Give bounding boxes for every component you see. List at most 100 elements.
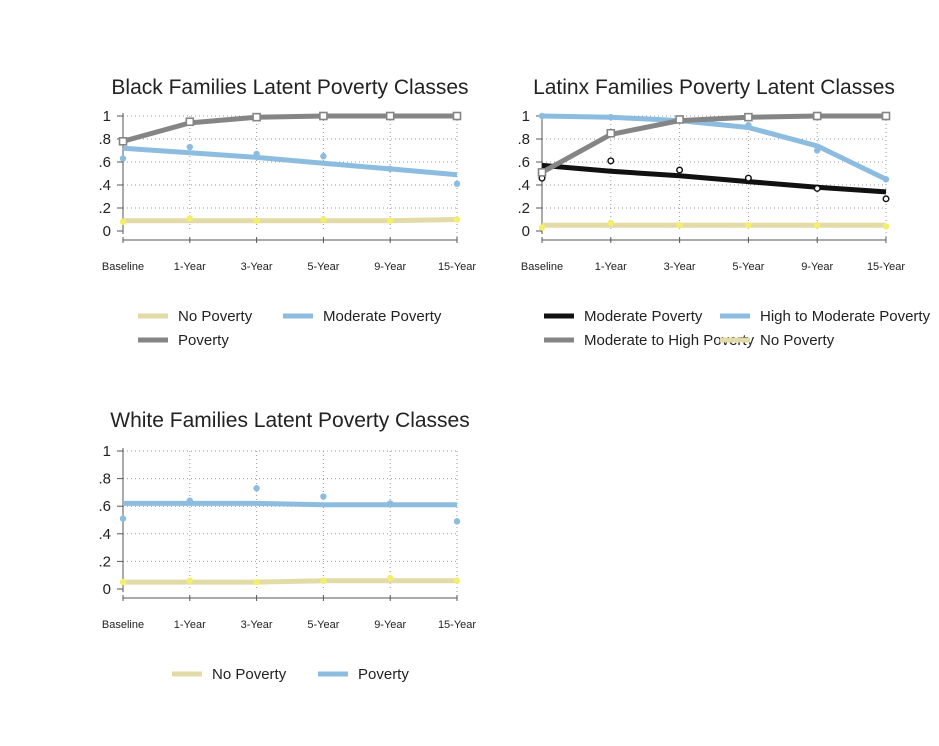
legend-entry: No Poverty [172,666,287,683]
legend-label: High to Moderate Poverty [760,308,931,325]
legend-label: Moderate Poverty [584,308,703,325]
chart-panel: White Families Latent Poverty Classes 0 .2… [98,409,476,683]
legend-label: No Poverty [760,332,835,349]
x-tick-label: 9-Year [801,261,833,273]
x-tick-label: 5-Year [307,261,339,273]
data-point [814,147,821,154]
series-line [123,578,457,585]
series-line [123,500,457,508]
y-tick-label: .4 [98,526,111,543]
series-line [122,113,457,144]
data-point [744,112,753,122]
y-tick-label: .8 [98,471,111,488]
series-line [541,162,887,195]
x-tick-label: 3-Year [664,261,696,273]
x-tick-label: 1-Year [174,261,206,273]
y-tick-label: 1 [103,443,111,460]
x-tick-label: 3-Year [241,619,273,631]
data-point [186,143,193,151]
chart-panel: Latinx Families Poverty Latent Classes 0.… [517,76,930,349]
y-tick-label: 0 [103,223,111,240]
y-tick-label: 0 [522,223,530,240]
x-tick-label: 15-Year [438,261,476,273]
data-point [185,117,195,127]
data-point [452,111,462,121]
data-point [453,518,461,525]
legend-entry: No Poverty [138,308,253,325]
series-line [122,145,458,178]
data-point [882,195,890,203]
legend-label: No Poverty [212,666,287,683]
data-point [882,223,890,230]
data-point [387,217,394,224]
data-point [119,218,127,225]
legend-label: Moderate Poverty [323,308,442,325]
data-point [186,215,193,222]
data-point [387,500,394,507]
data-point [253,217,260,224]
data-point [745,122,752,129]
legend-entry: Moderate Poverty [283,308,442,325]
y-tick-label: 1 [522,108,530,125]
x-tick-label: 15-Year [438,619,476,631]
data-point [607,113,614,121]
legend-entry: Poverty [318,666,409,683]
y-tick-label: 1 [103,108,111,125]
x-tick-label: 5-Year [307,619,339,631]
data-point [812,111,822,121]
x-tick-label: 9-Year [374,261,406,273]
y-tick-label: .6 [98,498,111,515]
data-point [676,166,684,174]
data-point [320,153,327,160]
y-tick-label: .2 [98,553,111,570]
series-line [541,113,888,182]
data-point [119,155,127,162]
x-tick-label: Baseline [102,619,144,631]
data-point [675,115,684,124]
data-point [744,174,752,182]
data-point [453,216,461,223]
x-tick-label: 15-Year [867,261,905,273]
data-point [186,577,193,584]
x-tick-label: 9-Year [374,619,406,631]
data-point [387,574,394,582]
y-tick-label: .6 [517,154,530,171]
series-line [540,113,886,175]
data-point [385,111,395,121]
data-point [607,219,614,227]
y-tick-label: .8 [98,131,111,148]
x-tick-label: 5-Year [732,261,764,273]
chart-title: Latinx Families Poverty Latent Classes [533,76,895,99]
x-tick-label: 1-Year [174,619,206,631]
data-point [320,216,327,223]
legend-label: Moderate to High Poverty [584,332,755,349]
data-point [607,157,615,165]
data-point [814,222,821,229]
data-point [537,168,547,177]
data-point [387,165,394,173]
data-point [538,224,546,231]
data-point [538,112,546,120]
data-point [319,111,328,121]
y-tick-label: .6 [98,154,111,171]
data-point [881,111,891,121]
series-line [123,217,458,224]
data-point [676,222,683,229]
legend-entry: Moderate Poverty [544,308,703,325]
data-point [320,493,327,500]
data-point [253,485,260,492]
data-point [119,578,127,586]
x-tick-label: 1-Year [595,261,627,273]
data-point [813,184,821,192]
legend-entry: High to Moderate Poverty [720,308,931,325]
data-point [186,497,193,504]
x-tick-label: Baseline [521,261,563,273]
chart-panel: Black Families Latent Poverty Classes 0 .2… [98,76,476,349]
chart-title: White Families Latent Poverty Classes [110,409,469,432]
legend-entry: Poverty [138,332,229,349]
data-point [606,128,616,138]
data-point [745,222,752,229]
data-point [453,180,461,188]
data-point [320,577,327,584]
